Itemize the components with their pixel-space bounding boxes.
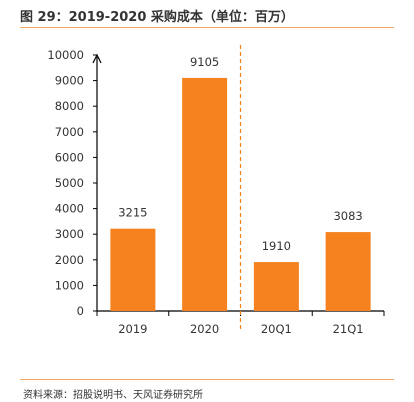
y-tick-label: 3000 <box>55 227 84 241</box>
y-tick-label: 8000 <box>55 99 84 113</box>
y-tick-label: 5000 <box>55 176 84 190</box>
chart-title: 图 29：2019-2020 采购成本（单位：百万） <box>20 10 294 25</box>
x-tick-label-2019: 2019 <box>118 322 147 336</box>
source-rule <box>20 379 394 380</box>
data-labels: 3215 9105 1910 3083 <box>118 55 363 253</box>
x-tick-label-20q1: 20Q1 <box>261 322 292 336</box>
y-tick-label: 7000 <box>55 125 84 139</box>
y-tick-label: 4000 <box>55 202 84 216</box>
data-label-21q1: 3083 <box>333 209 362 223</box>
bars <box>110 77 371 311</box>
data-label-2020: 9105 <box>190 55 219 69</box>
x-tick-label-2020: 2020 <box>190 322 219 336</box>
y-tick-label: 1000 <box>55 278 84 292</box>
y-ticks: 0 1000 2000 3000 4000 5000 6000 7000 8000 9000 100… <box>47 48 97 318</box>
data-label-2019: 3215 <box>118 206 147 220</box>
bar-2020 <box>182 77 228 311</box>
data-label-20q1: 1910 <box>262 239 291 253</box>
bar-2019 <box>110 228 156 311</box>
y-tick-label: 2000 <box>55 253 84 267</box>
title-rule <box>20 27 394 28</box>
bar-21q1 <box>325 232 371 311</box>
x-tick-label-21q1: 21Q1 <box>333 322 364 336</box>
bar-20q1 <box>253 262 299 311</box>
y-tick-label: 0 <box>77 304 84 318</box>
source-note: 资料来源：招股说明书、天风证券研究所 <box>23 390 203 401</box>
y-tick-label: 6000 <box>55 150 84 164</box>
x-tick-labels: 2019 2020 20Q1 21Q1 <box>118 322 363 336</box>
y-tick-label: 9000 <box>55 74 84 88</box>
y-tick-label: 10000 <box>47 48 84 62</box>
